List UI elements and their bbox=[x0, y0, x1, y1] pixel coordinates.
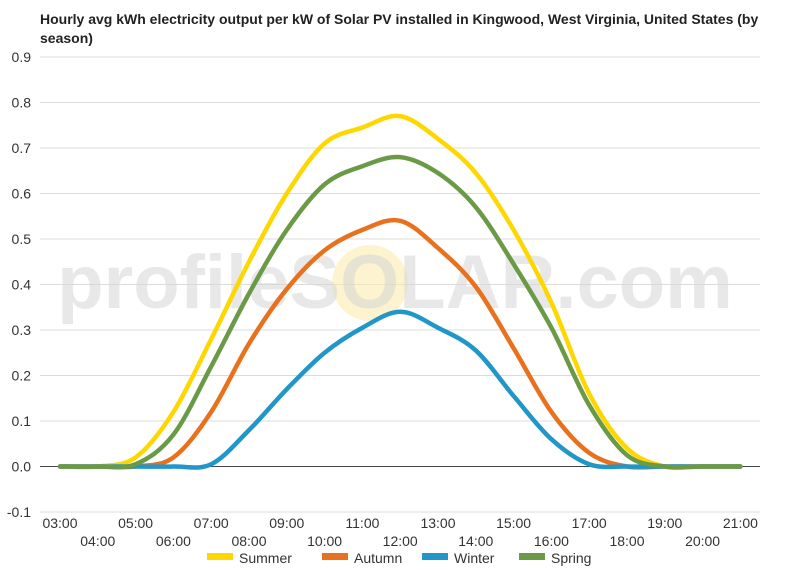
x-tick-label: 15:00 bbox=[496, 515, 531, 531]
watermark-sun bbox=[332, 245, 408, 321]
series-line-spring bbox=[57, 154, 743, 470]
x-tick-label: 13:00 bbox=[420, 515, 455, 531]
x-tick-label: 03:00 bbox=[42, 515, 77, 531]
legend-swatch-winter bbox=[422, 553, 448, 560]
legend-swatch-autumn bbox=[322, 553, 348, 560]
y-tick-label: 0.3 bbox=[12, 322, 32, 338]
y-tick-label: 0.2 bbox=[12, 368, 32, 384]
legend-label-spring: Spring bbox=[551, 550, 591, 566]
x-tick-label: 16:00 bbox=[534, 533, 569, 549]
series-line-winter bbox=[57, 309, 743, 470]
y-tick-label: 0.8 bbox=[12, 95, 32, 111]
y-tick-label: 0.0 bbox=[12, 459, 32, 475]
legend-swatch-summer bbox=[207, 553, 233, 560]
x-tick-label: 06:00 bbox=[156, 533, 191, 549]
y-tick-label: 0.5 bbox=[12, 231, 32, 247]
x-tick-label: 05:00 bbox=[118, 515, 153, 531]
y-tick-label: 0.6 bbox=[12, 186, 32, 202]
x-tick-label: 17:00 bbox=[572, 515, 607, 531]
y-tick-label: 0.4 bbox=[12, 277, 32, 293]
x-tick-label: 14:00 bbox=[458, 533, 493, 549]
x-tick-label: 18:00 bbox=[609, 533, 644, 549]
legend-label-summer: Summer bbox=[239, 550, 292, 566]
legend-label-autumn: Autumn bbox=[354, 550, 402, 566]
x-tick-label: 21:00 bbox=[723, 515, 758, 531]
x-tick-label: 07:00 bbox=[194, 515, 229, 531]
y-tick-label: -0.1 bbox=[7, 504, 31, 520]
x-tick-label: 09:00 bbox=[269, 515, 304, 531]
y-tick-label: 0.7 bbox=[12, 140, 32, 156]
y-tick-label: 0.9 bbox=[12, 49, 32, 65]
x-tick-label: 04:00 bbox=[80, 533, 115, 549]
x-tick-label: 10:00 bbox=[307, 533, 342, 549]
series-line-summer bbox=[57, 113, 743, 471]
x-tick-label: 08:00 bbox=[231, 533, 266, 549]
x-tick-label: 11:00 bbox=[345, 515, 379, 531]
x-tick-label: 20:00 bbox=[685, 533, 720, 549]
legend-swatch-spring bbox=[519, 553, 545, 560]
chart-title: Hourly avg kWh electricity output per kW… bbox=[40, 11, 759, 46]
x-tick-label: 12:00 bbox=[383, 533, 418, 549]
y-tick-label: 0.1 bbox=[12, 413, 32, 429]
legend-label-winter: Winter bbox=[454, 550, 495, 566]
x-tick-label: 19:00 bbox=[647, 515, 682, 531]
